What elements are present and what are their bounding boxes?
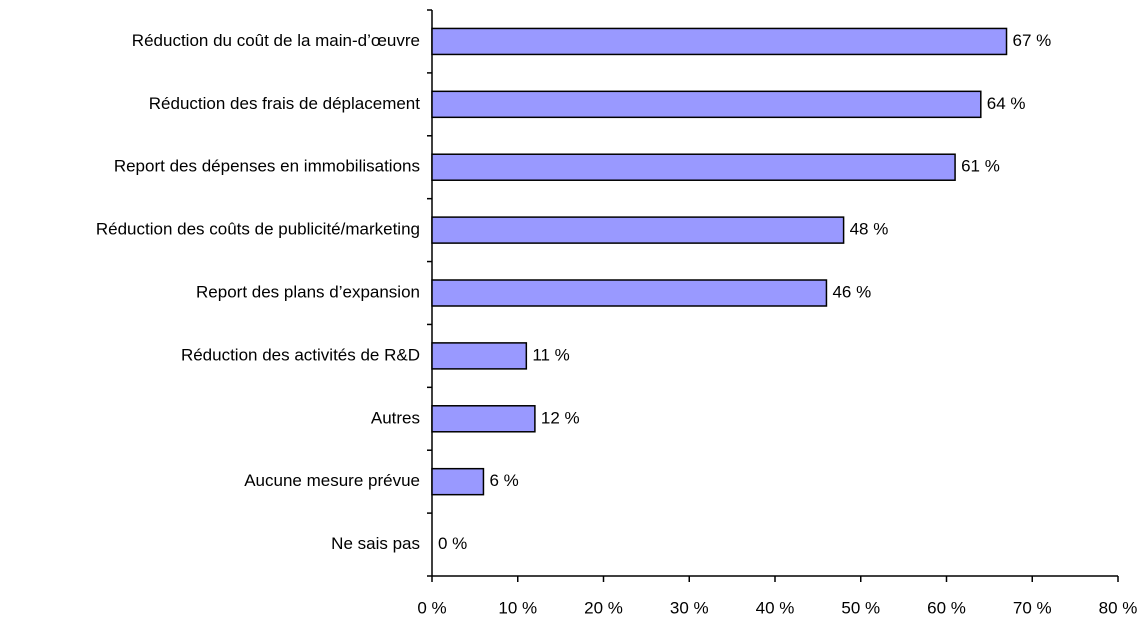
x-tick-label: 50 % [841, 598, 880, 617]
value-label: 6 % [489, 471, 518, 490]
value-label: 48 % [850, 220, 889, 239]
bar [431, 27, 1008, 56]
value-label: 46 % [832, 282, 871, 301]
y-tick-label: Réduction des coûts de publicité/marketi… [96, 220, 420, 239]
y-tick-label: Aucune mesure prévue [244, 471, 420, 490]
y-tick-label: Ne sais pas [331, 534, 420, 553]
y-tick-label: Réduction des activités de R&D [181, 345, 420, 364]
bar [431, 342, 528, 370]
bar [431, 216, 845, 244]
x-tick-label: 80 % [1099, 598, 1138, 617]
y-tick-label: Autres [371, 408, 420, 427]
x-tick-label: 60 % [927, 598, 966, 617]
x-tick-label: 30 % [670, 598, 709, 617]
bar [431, 405, 536, 433]
x-tick-label: 70 % [1013, 598, 1052, 617]
x-tick-label: 0 % [417, 598, 446, 617]
x-tick-label: 20 % [584, 598, 623, 617]
y-tick-label: Réduction des frais de déplacement [149, 94, 420, 113]
bar [431, 279, 828, 307]
x-tick-label: 10 % [498, 598, 537, 617]
value-label: 67 % [1013, 31, 1052, 50]
y-tick-label: Réduction du coût de la main-d’œuvre [132, 31, 420, 50]
value-label: 0 % [438, 534, 467, 553]
y-tick-label: Report des plans d’expansion [196, 282, 420, 301]
bar [431, 90, 982, 119]
value-label: 12 % [541, 408, 580, 427]
x-tick-label: 40 % [756, 598, 795, 617]
value-label: 61 % [961, 157, 1000, 176]
bar [431, 467, 485, 496]
value-label: 11 % [532, 345, 570, 364]
value-label: 64 % [987, 94, 1026, 113]
bar [431, 153, 956, 181]
y-tick-label: Report des dépenses en immobilisations [114, 157, 420, 176]
